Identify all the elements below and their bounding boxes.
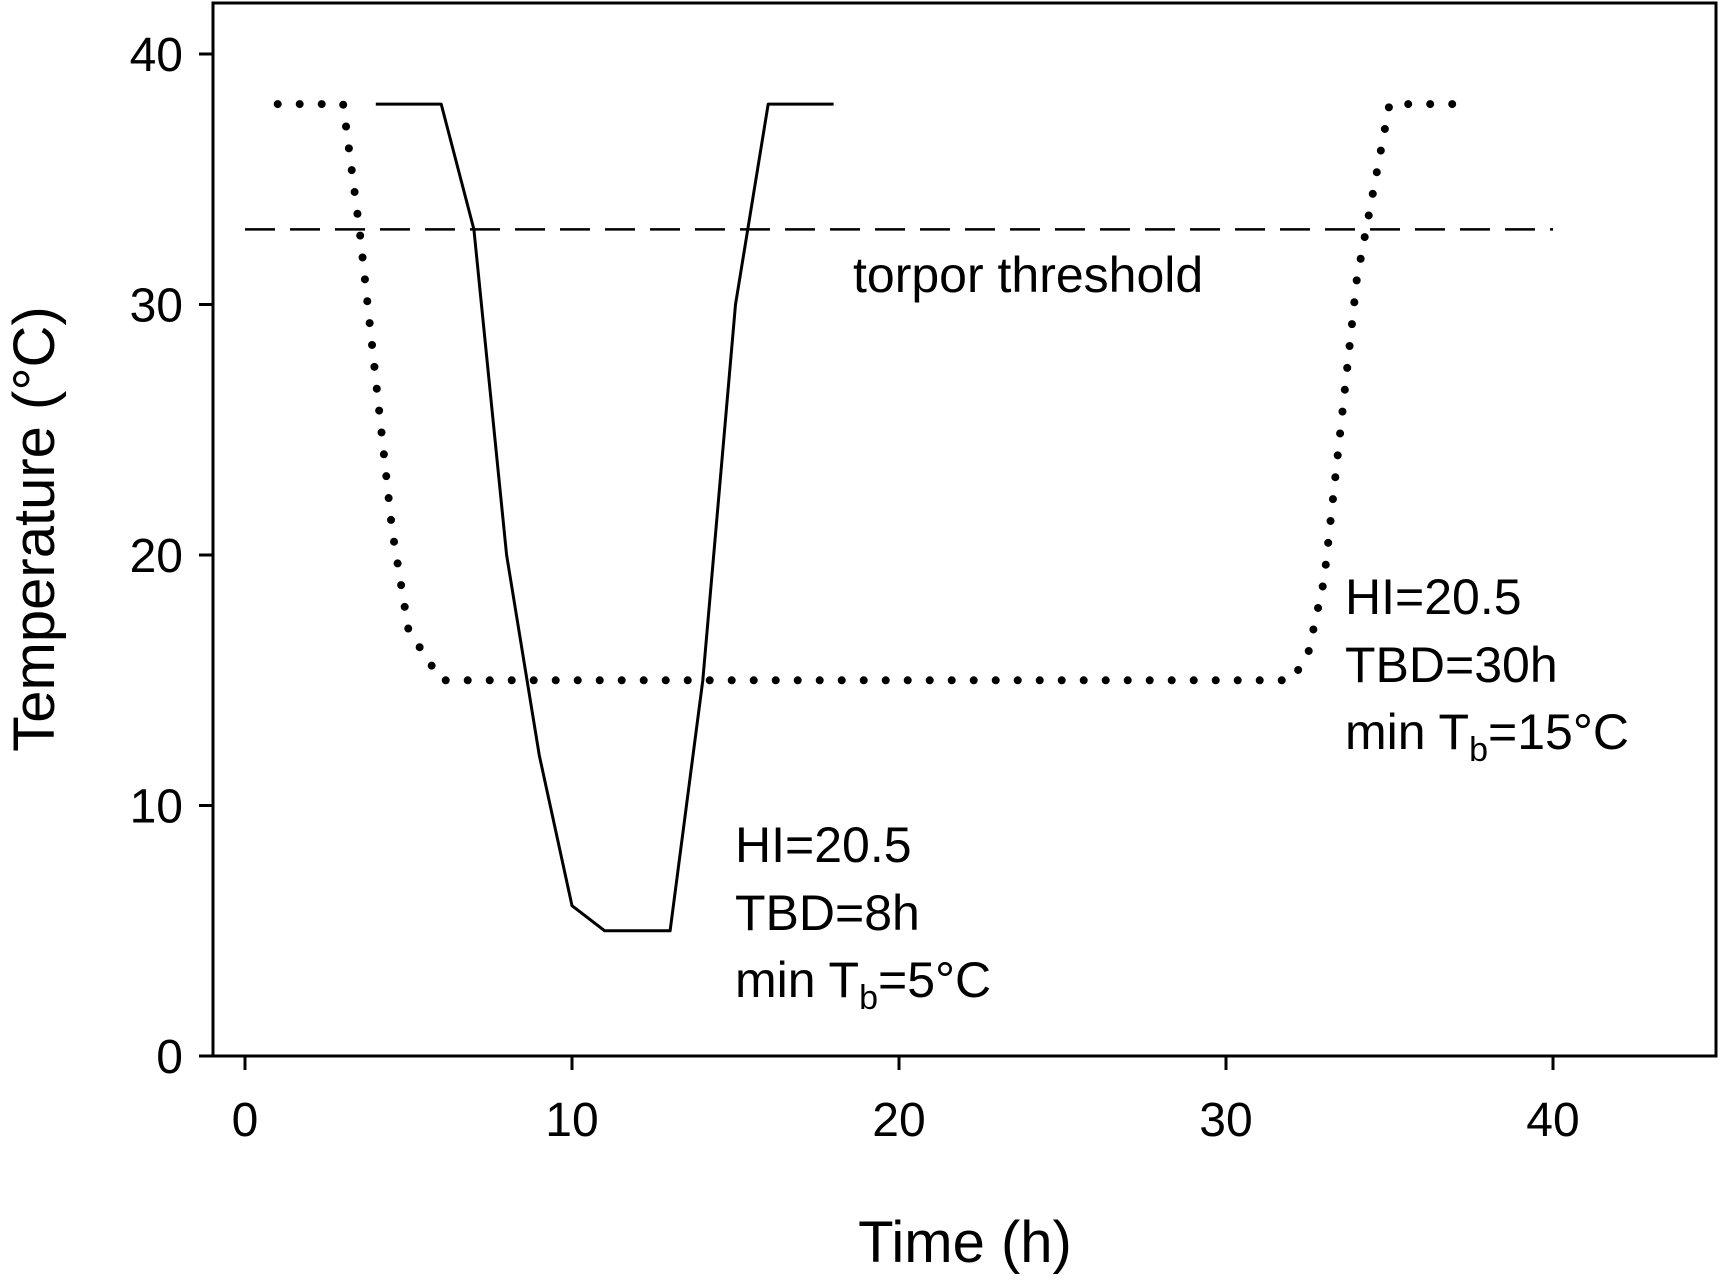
y-axis-title: Temperature (°C) — [2, 306, 67, 751]
annotation-long-min: min Tb=15°C — [1345, 704, 1629, 769]
annotation-short-hi: HI=20.5 — [735, 817, 912, 873]
series-long-torpor-line — [273, 100, 1459, 685]
x-tick-label: 0 — [232, 1094, 259, 1147]
x-tick-label: 40 — [1526, 1094, 1579, 1147]
y-tick-label: 10 — [130, 781, 183, 834]
x-axis-title: Time (h) — [858, 1210, 1072, 1275]
annotation-long-hi: HI=20.5 — [1345, 569, 1522, 625]
y-tick-label: 30 — [130, 280, 183, 333]
y-tick-label: 0 — [156, 1031, 183, 1084]
x-axis-ticks: 0 10 20 30 40 — [232, 1056, 1580, 1147]
annotation-long-min-prefix: min T — [1345, 704, 1469, 760]
y-tick-label: 20 — [130, 530, 183, 583]
x-tick-label: 10 — [545, 1094, 598, 1147]
series-layer — [273, 100, 1459, 933]
series-short-torpor-line — [375, 102, 834, 933]
annotation-short-min: min Tb=5°C — [735, 952, 991, 1017]
annotation-short-min-suffix: =5°C — [878, 952, 991, 1008]
plot-frame — [211, 1, 1718, 1058]
y-tick-label: 40 — [130, 29, 183, 82]
annotation-short-min-sub: b — [859, 979, 878, 1017]
annotation-long-tbd: TBD=30h — [1345, 637, 1558, 693]
y-axis-ticks: 0 10 20 30 40 — [130, 29, 213, 1084]
annotation-short-tbd: TBD=8h — [735, 885, 920, 941]
threshold-label: torpor threshold — [853, 247, 1203, 303]
annotation-long-min-suffix: =15°C — [1488, 704, 1629, 760]
annotation-short-min-prefix: min T — [735, 952, 859, 1008]
x-tick-label: 20 — [872, 1094, 925, 1147]
annotation-long-min-sub: b — [1469, 731, 1488, 769]
x-tick-label: 30 — [1199, 1094, 1252, 1147]
